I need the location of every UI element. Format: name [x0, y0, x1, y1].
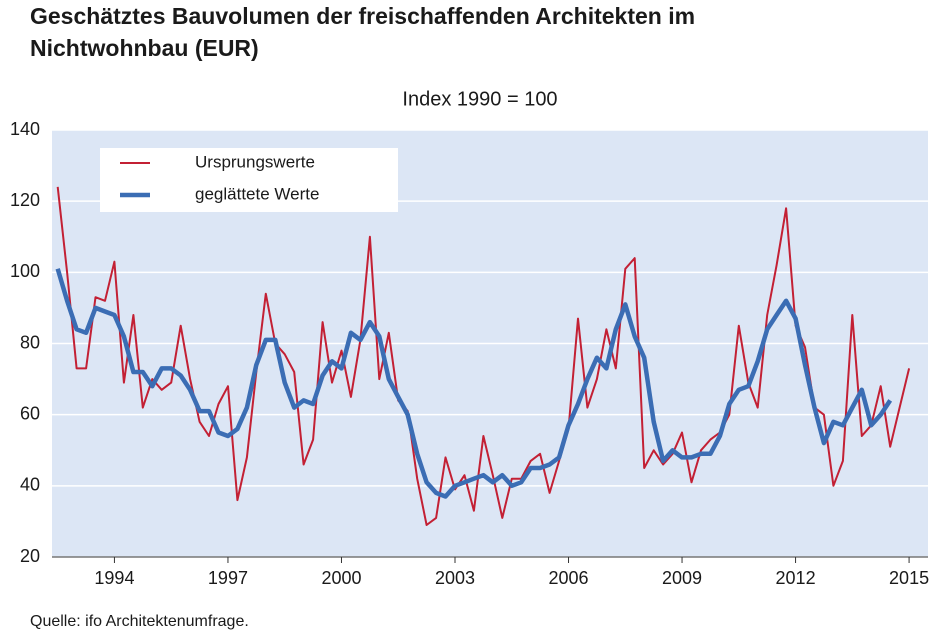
y-tick-label: 40: [20, 475, 40, 495]
chart-subtitle: Index 1990 = 100: [402, 88, 557, 110]
x-tick-label: 1997: [208, 568, 248, 588]
x-tick-label: 2009: [662, 568, 702, 588]
series-line: [55, 268, 893, 499]
x-tick-label: 2003: [435, 568, 475, 588]
source: Quelle: ifo Architektenumfrage.: [30, 613, 249, 630]
y-tick-label: 140: [10, 119, 40, 139]
x-tick-label: 2012: [776, 568, 816, 588]
x-tick-label: 2000: [321, 568, 361, 588]
x-tick-label: 2006: [548, 568, 588, 588]
y-tick-label: 120: [10, 190, 40, 210]
y-tick-label: 100: [10, 261, 40, 281]
y-tick-label: 20: [20, 546, 40, 566]
chart-title: Geschätztes Bauvolumen der freischaffend…: [30, 3, 695, 29]
x-tick-label: 1994: [94, 568, 134, 588]
series-line: [56, 186, 911, 526]
legend-label: geglättete Werte: [195, 184, 319, 203]
legend-box: [100, 148, 398, 212]
chart-title: Nichtwohnbau (EUR): [30, 35, 259, 61]
y-tick-label: 60: [20, 403, 40, 423]
x-tick-label: 2015: [889, 568, 929, 588]
y-tick-label: 80: [20, 332, 40, 352]
legend-label: Ursprungswerte: [195, 152, 315, 171]
